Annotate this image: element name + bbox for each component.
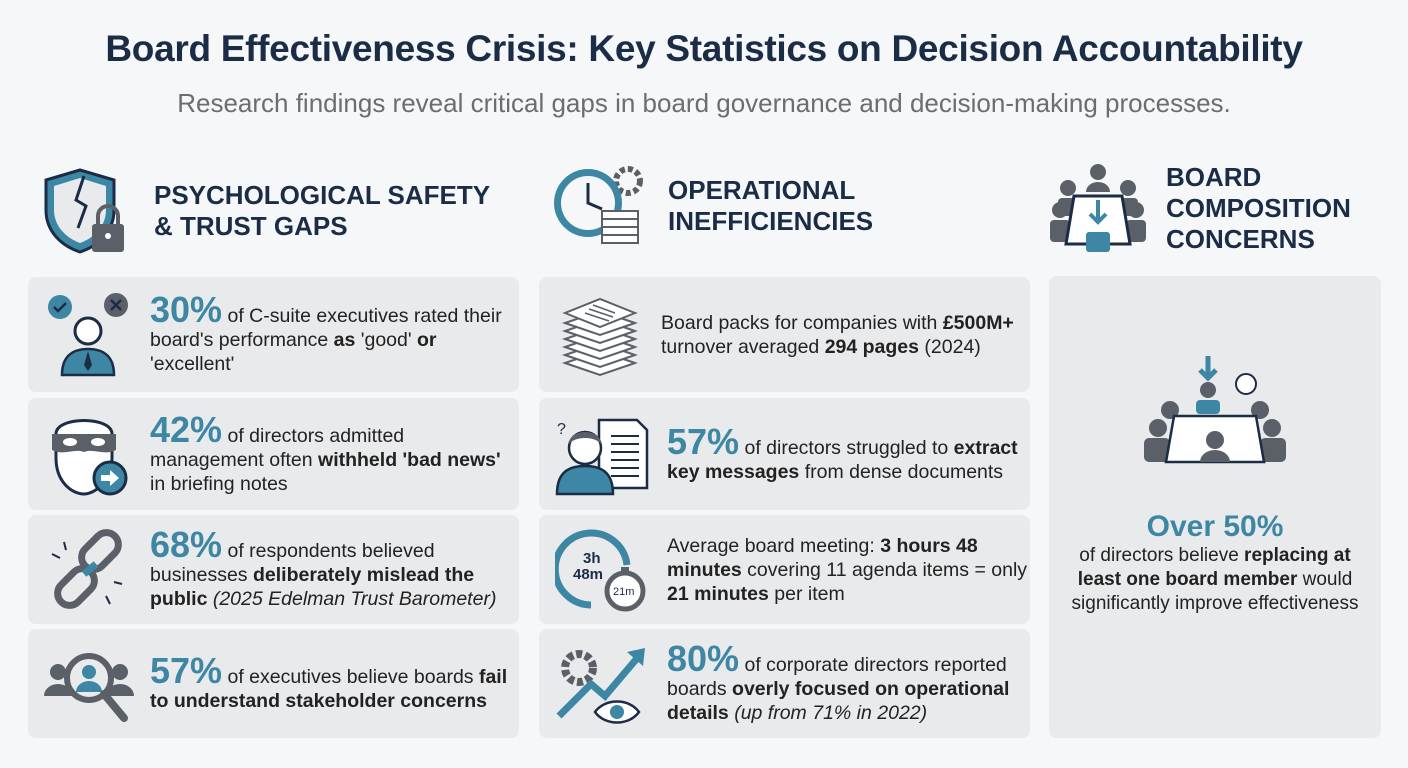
section-title: PSYCHOLOGICAL SAFETY & TRUST GAPS	[154, 180, 491, 241]
icon-label: 21m	[613, 586, 634, 598]
paper-stack-icon	[561, 297, 639, 376]
stat-text: 57% of directors struggled to extract ke…	[667, 420, 1018, 483]
stat-card: 42% of directors admitted management oft…	[28, 398, 519, 510]
composition-panel: Over 50% of directors believe replacing …	[1049, 276, 1381, 738]
stat-card: 80% of corporate directors reported boar…	[539, 629, 1030, 738]
page-title: Board Effectiveness Crisis: Key Statisti…	[105, 28, 1303, 69]
executive-feedback-icon	[48, 292, 128, 376]
stat-text: 30% of C-suite executives rated their bo…	[150, 289, 502, 376]
stat-card: ? 57% of directors struggled to extract …	[539, 398, 1030, 510]
section-title: OPERATIONAL INEFFICIENCIES	[668, 175, 874, 236]
stat-text: 68% of respondents believed businesses d…	[150, 524, 497, 611]
svg-text:?: ?	[557, 421, 566, 438]
mask-icon	[52, 419, 128, 496]
stat-text: Board packs for companies with £500M+ tu…	[661, 311, 1014, 358]
shield-lock-icon	[44, 168, 124, 254]
section-header-composition: BOARD COMPOSITION CONCERNS	[1046, 160, 1351, 256]
confused-reader-icon: ?	[555, 418, 649, 496]
clock-gear-icon	[554, 166, 643, 244]
section-header-psych-safety: PSYCHOLOGICAL SAFETY & TRUST GAPS	[40, 166, 490, 256]
stakeholder-search-icon	[44, 652, 134, 722]
boardroom-icon	[1050, 164, 1146, 252]
stat-card: 68% of respondents believed businesses d…	[28, 515, 519, 624]
section-header-operational: OPERATIONAL INEFFICIENCIES	[550, 163, 873, 249]
icon-label: 3h	[583, 550, 601, 567]
broken-chain-icon	[51, 528, 123, 609]
stat-card: 57% of executives believe boards fail to…	[28, 629, 519, 738]
stat-card: 3h 48m 21m Average board meeting: 3 hour…	[539, 515, 1030, 624]
stat-card: Board packs for companies with £500M+ tu…	[539, 277, 1030, 392]
stat-text: Average board meeting: 3 hours 48 minute…	[667, 534, 1028, 605]
icon-label: 48m	[573, 566, 603, 583]
stat-card: 30% of C-suite executives rated their bo…	[28, 277, 519, 392]
section-title: BOARD COMPOSITION CONCERNS	[1166, 161, 1351, 254]
stopwatch-icon: 3h 48m 21m	[555, 529, 646, 611]
stat-text: 80% of corporate directors reported boar…	[667, 638, 1010, 725]
page-subtitle: Research findings reveal critical gaps i…	[177, 88, 1231, 118]
stat-text: Over 50% of directors believe replacing …	[1071, 510, 1359, 614]
gear-trend-eye-icon	[556, 647, 645, 724]
board-replace-icon	[1144, 356, 1286, 464]
stat-text: 42% of directors admitted management oft…	[150, 408, 501, 495]
stat-text: 57% of executives believe boards fail to…	[150, 650, 508, 713]
